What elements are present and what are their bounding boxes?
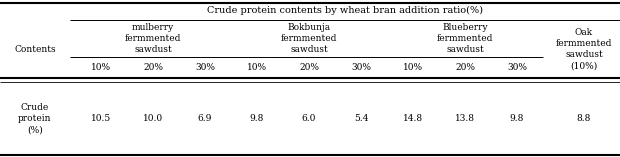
Text: 9.8: 9.8	[510, 114, 524, 123]
Text: Crude protein contents by wheat bran addition ratio(%): Crude protein contents by wheat bran add…	[207, 6, 483, 15]
Text: mulberry
fermmented
sawdust: mulberry fermmented sawdust	[125, 23, 181, 54]
Text: 30%: 30%	[195, 63, 215, 72]
Text: 20%: 20%	[143, 63, 163, 72]
Text: Bokbunja
fermmented
sawdust: Bokbunja fermmented sawdust	[281, 23, 337, 54]
Text: 20%: 20%	[455, 63, 475, 72]
Text: Crude
protein
(%): Crude protein (%)	[18, 103, 51, 134]
Text: 10%: 10%	[91, 63, 111, 72]
Text: 14.8: 14.8	[403, 114, 423, 123]
Text: 10%: 10%	[403, 63, 423, 72]
Text: Blueberry
fermmented
sawdust: Blueberry fermmented sawdust	[437, 23, 493, 54]
Text: 30%: 30%	[507, 63, 527, 72]
Text: 6.0: 6.0	[302, 114, 316, 123]
Text: 10.5: 10.5	[91, 114, 111, 123]
Text: Contents: Contents	[14, 44, 56, 54]
Text: 20%: 20%	[299, 63, 319, 72]
Text: 9.8: 9.8	[250, 114, 264, 123]
Text: 10%: 10%	[247, 63, 267, 72]
Text: 13.8: 13.8	[455, 114, 475, 123]
Text: Oak
fermmented
sawdust
(10%): Oak fermmented sawdust (10%)	[556, 28, 612, 70]
Text: 8.8: 8.8	[577, 114, 591, 123]
Text: 30%: 30%	[351, 63, 371, 72]
Text: 5.4: 5.4	[354, 114, 368, 123]
Text: 6.9: 6.9	[198, 114, 212, 123]
Text: 10.0: 10.0	[143, 114, 163, 123]
